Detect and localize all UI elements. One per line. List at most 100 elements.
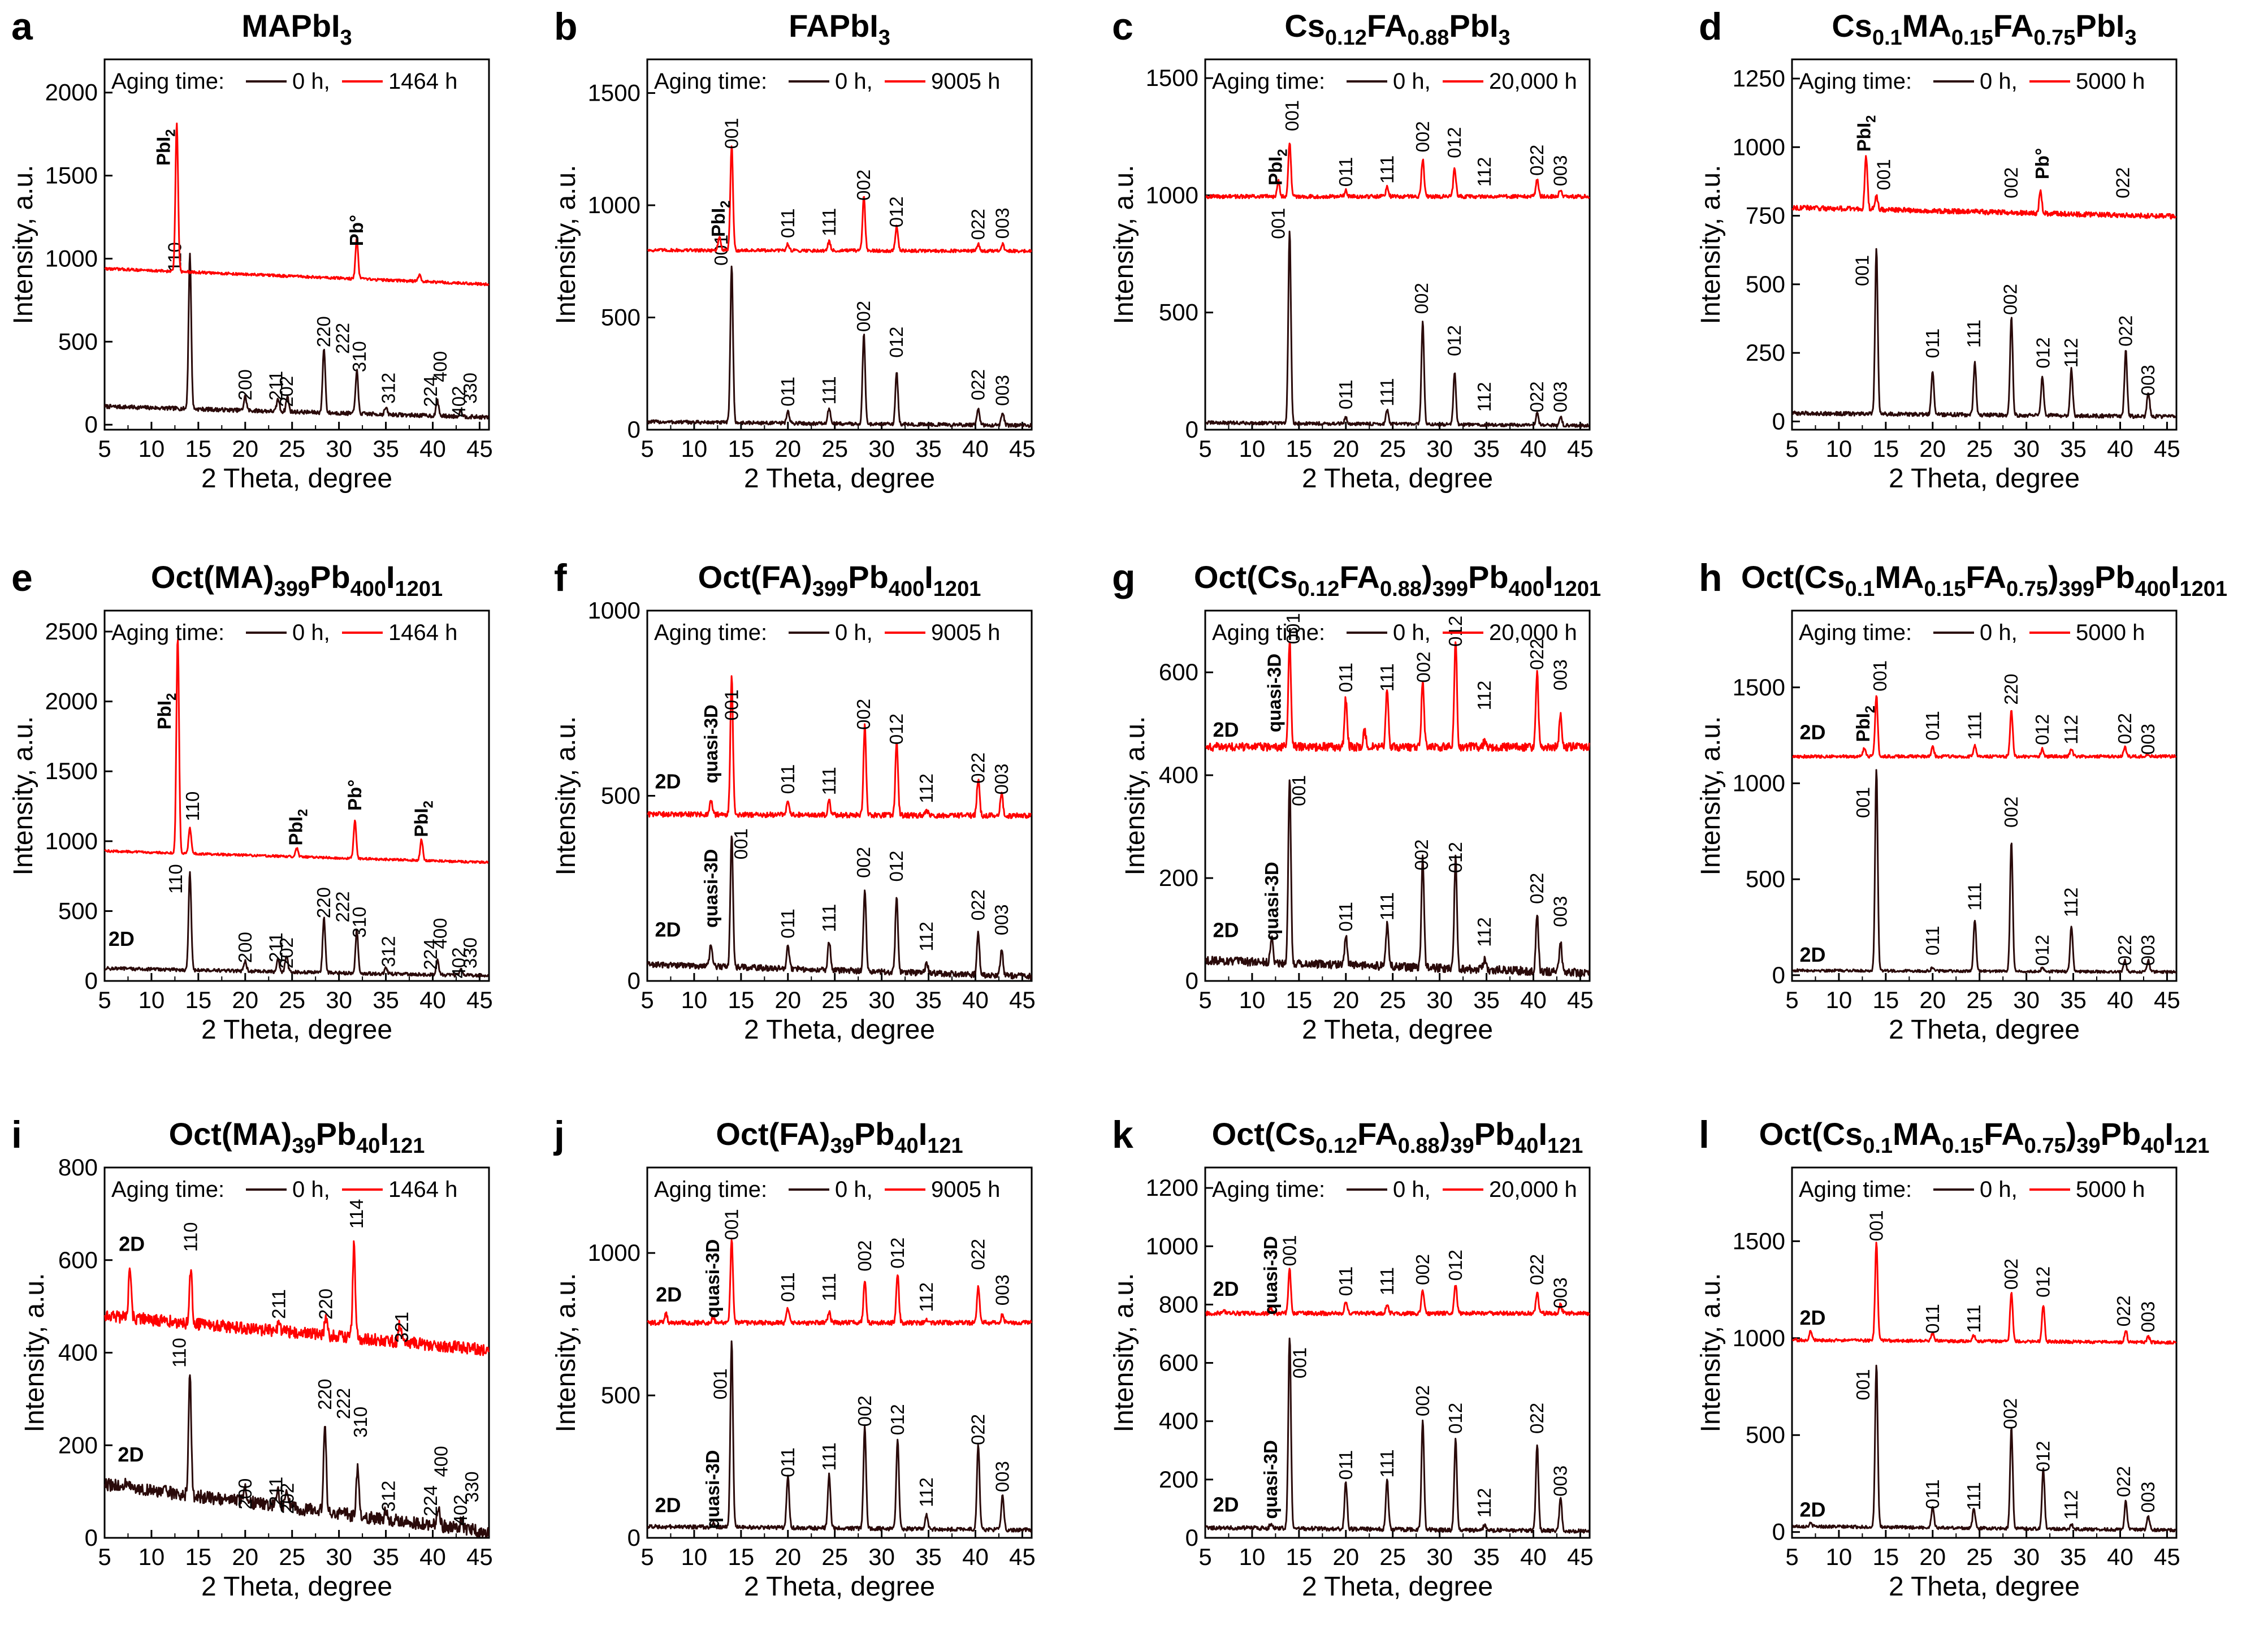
x-tick-label: 25 — [1966, 1543, 1993, 1570]
peak-label: 003 — [992, 375, 1013, 406]
x-tick-label: 10 — [138, 435, 165, 462]
peak-label: 012 — [887, 1238, 908, 1269]
x-tick-label: 35 — [1473, 1543, 1500, 1570]
x-axis-label: 2 Theta, degree — [744, 464, 935, 494]
legend-label-aged: 5000 h — [2076, 620, 2145, 645]
legend: Aging time: 0 h, 20,000 h — [1212, 69, 1577, 94]
peak-label: 112 — [1474, 1488, 1495, 1518]
chart-panel-k: k Oct(Cs0.12FA0.88)39Pb40I121 5 10 15 20 25 30 3… — [1109, 1113, 1594, 1602]
x-tick-label: 25 — [821, 1543, 848, 1570]
y-tick-label: 0 — [85, 1524, 98, 1551]
peak-label: PbI2 — [1853, 706, 1878, 742]
peak-label: 011 — [1922, 1304, 1943, 1334]
series-line-aged — [1791, 695, 2177, 759]
peak-label: 002 — [1411, 283, 1432, 314]
legend-title: Aging time: — [111, 69, 224, 94]
peak-label: 001 — [1853, 787, 1873, 818]
chart-title: Oct(FA)39Pb40I121 — [716, 1116, 963, 1158]
y-tick-label: 1500 — [1733, 1227, 1785, 1254]
x-tick-label: 40 — [1520, 1543, 1547, 1570]
peak-label: 003 — [1550, 896, 1571, 927]
y-tick-label: 400 — [1159, 1408, 1198, 1434]
peak-label: 2D — [655, 1494, 681, 1517]
peak-label: 003 — [992, 1274, 1013, 1305]
x-tick-label: 20 — [1919, 1543, 1946, 1570]
legend: Aging time: 0 h, 5000 h — [1799, 69, 2145, 94]
peak-label: 022 — [2114, 713, 2135, 744]
peak-label: 110 — [180, 1222, 201, 1252]
peak-label: 211 — [266, 932, 287, 962]
y-tick-label: 2000 — [45, 79, 98, 106]
x-tick-label: 45 — [1567, 435, 1594, 462]
peak-label: 022 — [968, 1239, 989, 1270]
x-tick-label: 10 — [681, 1543, 708, 1570]
peak-label: 211 — [266, 1477, 287, 1507]
peak-label: 022 — [968, 209, 989, 240]
peak-label: 400 — [430, 351, 451, 382]
legend-title: Aging time: — [654, 1177, 767, 1202]
peak-label: 211 — [269, 1289, 289, 1319]
peak-label: 220 — [315, 1289, 336, 1320]
chart-panel-f: f Oct(FA)399Pb400I1201 5 10 15 20 25 30 35 40 45 0 5… — [551, 556, 1036, 1045]
chart-panel-j: j Oct(FA)39Pb40I121 5 10 15 20 25 30 35 40 45 0 500 1… — [551, 1113, 1036, 1602]
x-tick-label: 45 — [466, 987, 493, 1013]
legend-title: Aging time: — [1799, 620, 1912, 645]
peak-label: 111 — [819, 1442, 839, 1471]
peak-label: 012 — [1444, 325, 1465, 356]
x-tick-label: 35 — [2060, 435, 2087, 462]
x-tick-label: 5 — [1198, 1543, 1211, 1570]
peak-label: 001 — [721, 118, 742, 149]
peak-label: 001 — [1279, 1235, 1300, 1266]
plot-frame — [1204, 58, 1591, 431]
x-axis-label: 2 Theta, degree — [201, 1572, 392, 1602]
peak-label: 112 — [1474, 681, 1495, 711]
x-tick-label: 15 — [1286, 1543, 1312, 1570]
x-tick-label: 5 — [1785, 987, 1798, 1013]
x-tick-label: 35 — [915, 1543, 942, 1570]
x-tick-label: 20 — [774, 1543, 801, 1570]
chart-panel-l: l Oct(Cs0.1MA0.15FA0.75)39Pb40I121 5 10 15 20… — [1696, 1113, 2209, 1602]
x-tick-label: 40 — [962, 435, 989, 462]
y-axis-label: Intensity, a.u. — [8, 165, 38, 325]
x-tick-label: 45 — [1009, 987, 1036, 1013]
series-line-aged — [104, 1240, 490, 1356]
y-axis-label: Intensity, a.u. — [1696, 165, 1726, 325]
x-tick-label: 10 — [138, 1543, 165, 1570]
y-axis-label: Intensity, a.u. — [1109, 165, 1139, 325]
x-tick-label: 45 — [1009, 435, 1036, 462]
legend-label-aged: 1464 h — [388, 69, 457, 94]
x-tick-label: 35 — [373, 1543, 399, 1570]
peak-label: 002 — [854, 1240, 875, 1272]
peak-label: 400 — [430, 918, 451, 949]
x-tick-label: 5 — [640, 987, 653, 1013]
peak-label: 011 — [1922, 711, 1943, 741]
x-tick-label: 35 — [915, 987, 942, 1013]
peak-label: 312 — [378, 1481, 399, 1512]
y-tick-label: 1500 — [45, 758, 98, 784]
peak-label: 001 — [730, 828, 751, 859]
peak-label: 022 — [1526, 639, 1547, 670]
peak-label: 112 — [2061, 715, 2081, 745]
peak-label: 001 — [1267, 208, 1288, 239]
peak-label: 111 — [1963, 319, 1984, 348]
peak-label: Pb° — [2032, 148, 2053, 179]
peak-label: 111 — [1377, 378, 1397, 407]
legend-label-initial: 0 h, — [1980, 620, 2018, 645]
panel-letter: a — [11, 5, 33, 48]
legend-label-aged: 9005 h — [931, 1177, 1000, 1202]
y-tick-label: 400 — [1159, 762, 1198, 788]
peak-label: 002 — [1411, 840, 1432, 871]
peak-label: 111 — [1964, 712, 1985, 740]
peak-label: 112 — [916, 922, 937, 952]
peak-label: 220 — [313, 316, 334, 347]
x-tick-label: 35 — [1473, 987, 1500, 1013]
series-line-initial — [647, 835, 1032, 980]
peak-label: 003 — [992, 207, 1013, 239]
panel-letter: e — [11, 556, 33, 599]
peak-label: 111 — [1377, 663, 1397, 691]
peak-label: 001 — [721, 1209, 742, 1240]
y-axis-label: Intensity, a.u. — [20, 1273, 50, 1433]
panel-letter: f — [554, 556, 567, 599]
x-tick-label: 35 — [373, 435, 399, 462]
x-tick-label: 5 — [1198, 987, 1211, 1013]
